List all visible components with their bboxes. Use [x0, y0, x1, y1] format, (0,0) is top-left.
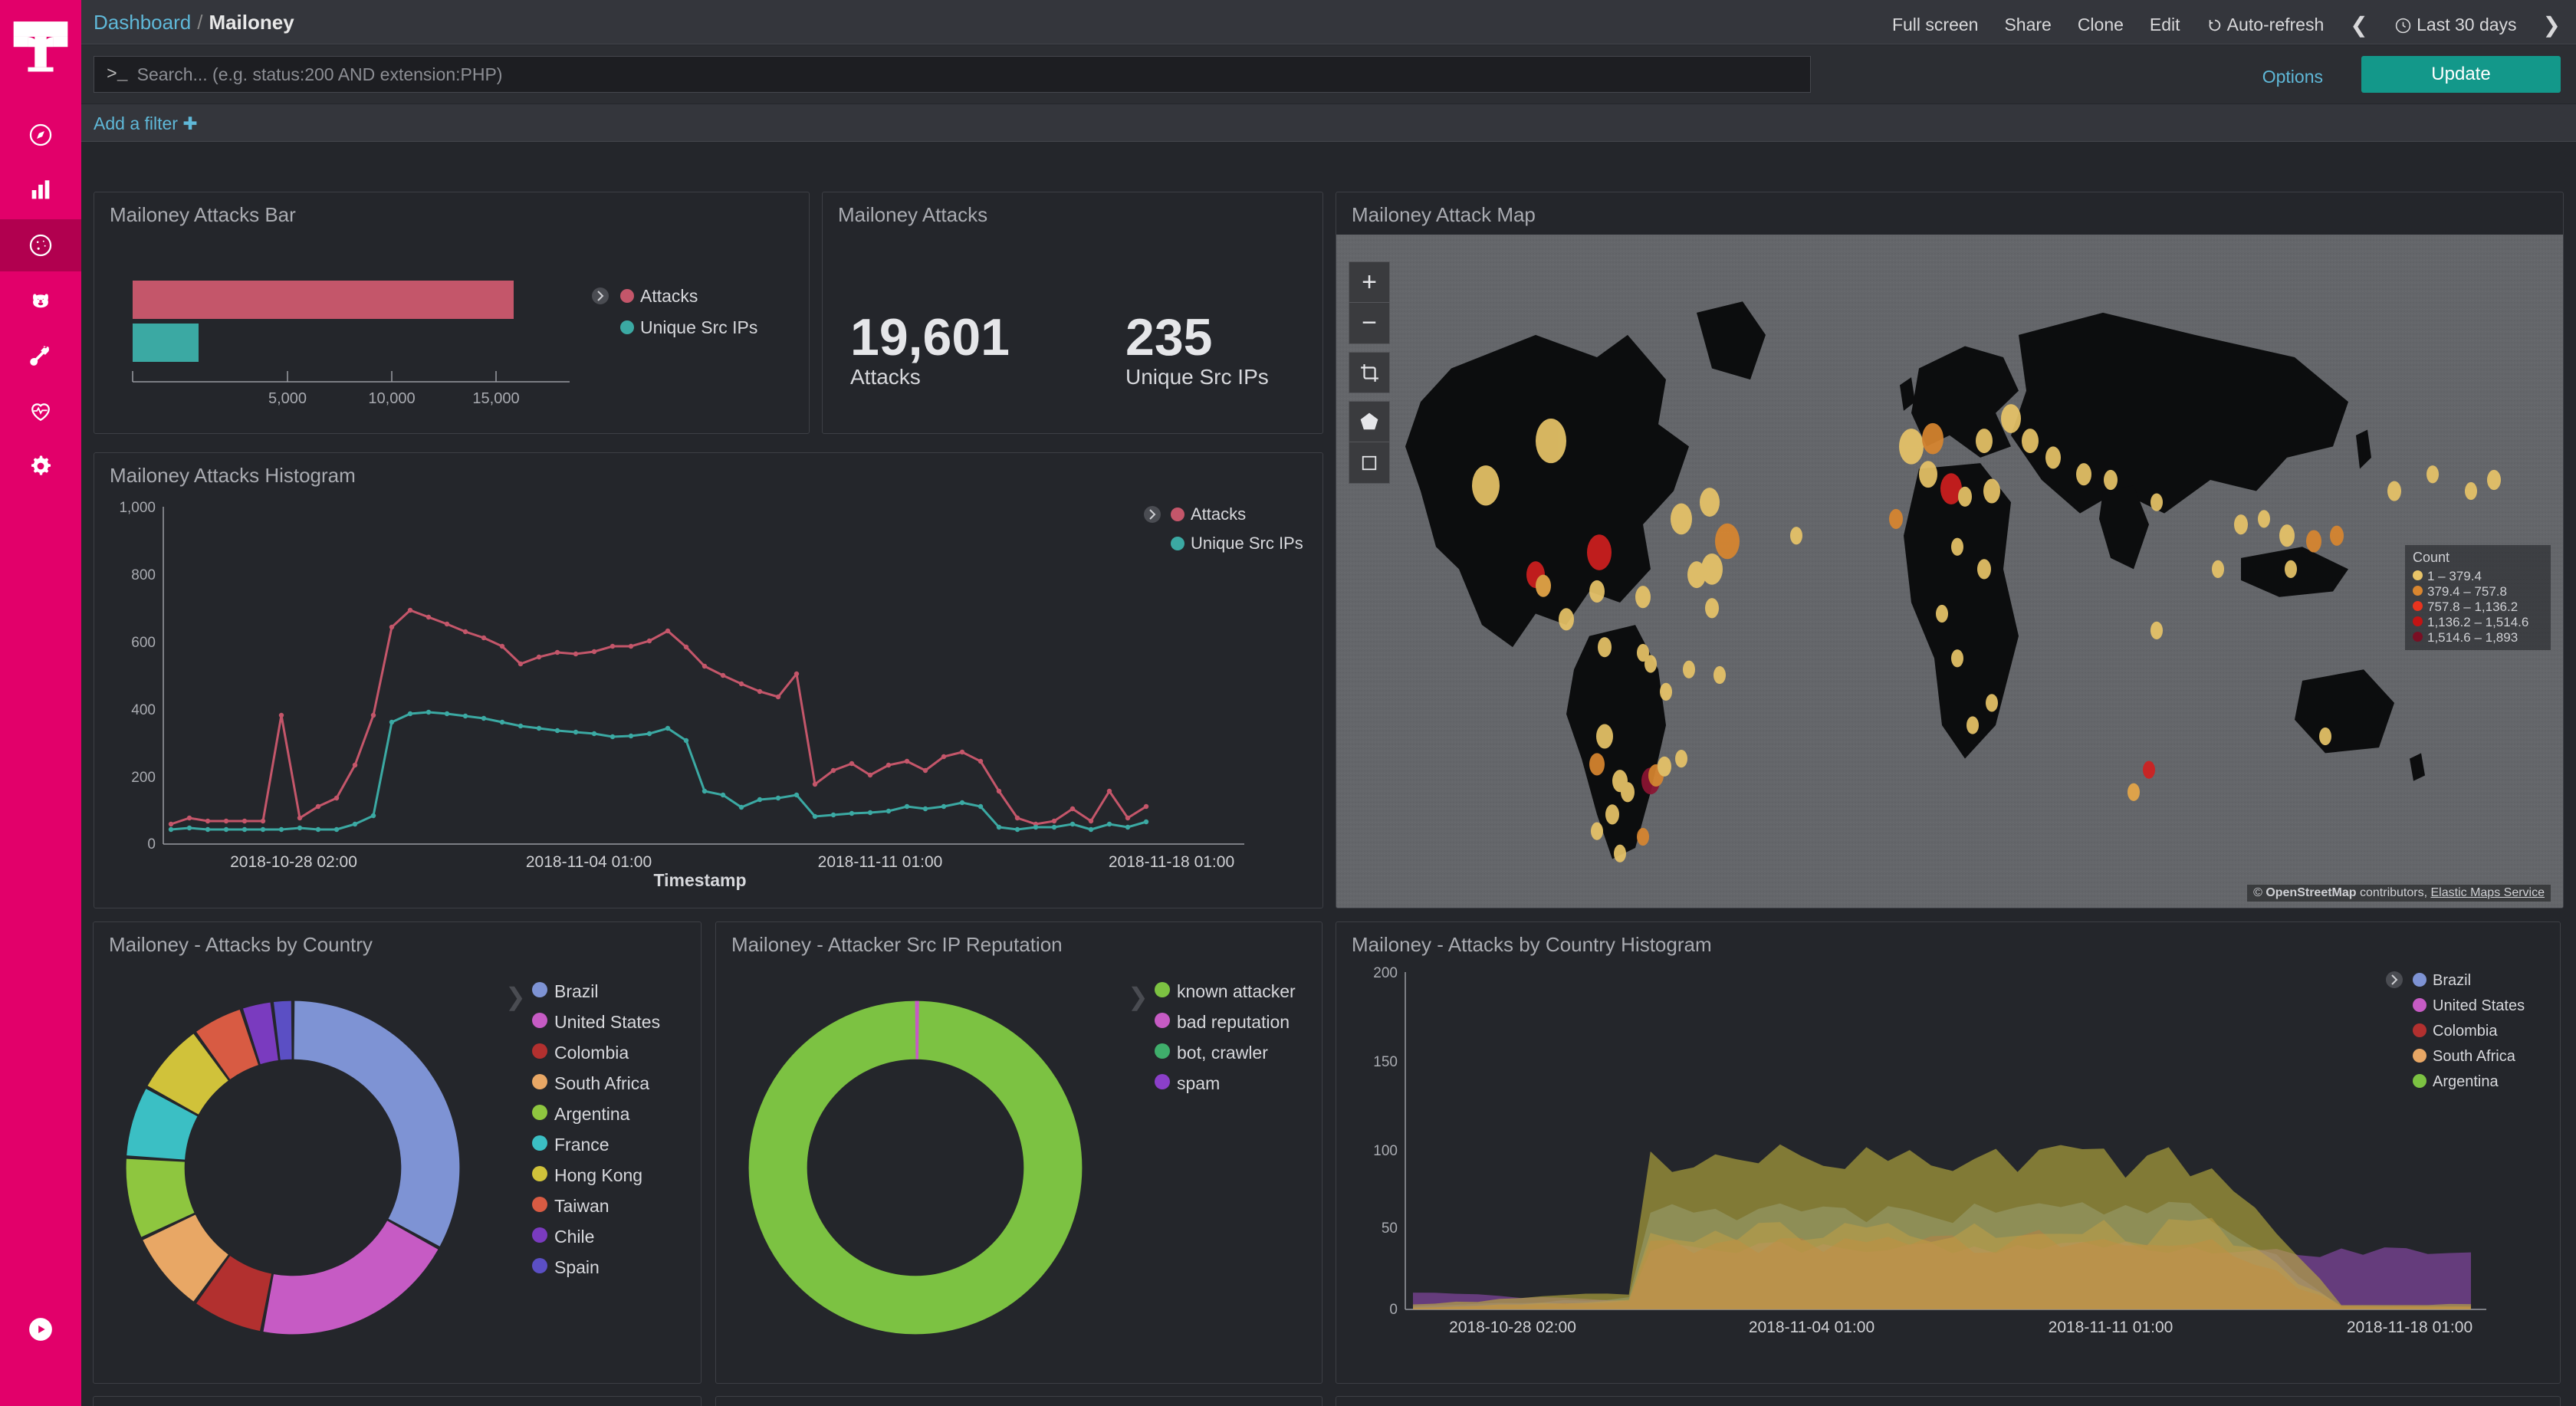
svg-text:Unique Src IPs: Unique Src IPs: [640, 317, 757, 337]
svg-text:Unique Src IPs: Unique Src IPs: [1191, 534, 1303, 553]
svg-text:United States: United States: [2433, 997, 2525, 1014]
svg-text:2018-11-04 01:00: 2018-11-04 01:00: [1749, 1319, 1875, 1336]
svg-text:200: 200: [1373, 965, 1398, 981]
svg-text:Attacks: Attacks: [1191, 504, 1246, 524]
svg-text:800: 800: [131, 567, 156, 583]
svg-text:2018-10-28 02:00: 2018-10-28 02:00: [1449, 1319, 1576, 1336]
svg-text:10,000: 10,000: [368, 390, 415, 407]
svg-text:15,000: 15,000: [472, 390, 519, 407]
svg-text:2018-11-11 01:00: 2018-11-11 01:00: [818, 853, 943, 871]
svg-text:100: 100: [1373, 1143, 1398, 1159]
svg-text:50: 50: [1382, 1220, 1398, 1237]
svg-text:0: 0: [1389, 1302, 1398, 1318]
svg-text:200: 200: [131, 770, 156, 786]
svg-text:150: 150: [1373, 1054, 1398, 1070]
svg-text:2018-11-18 01:00: 2018-11-18 01:00: [1109, 853, 1234, 871]
svg-text:400: 400: [131, 702, 156, 718]
svg-text:Colombia: Colombia: [2433, 1023, 2498, 1040]
svg-text:Timestamp: Timestamp: [653, 870, 746, 890]
svg-text:Argentina: Argentina: [2433, 1073, 2499, 1090]
svg-text:600: 600: [131, 635, 156, 651]
svg-text:2018-11-18 01:00: 2018-11-18 01:00: [2347, 1319, 2472, 1336]
svg-text:Attacks: Attacks: [640, 286, 698, 306]
svg-text:2018-11-11 01:00: 2018-11-11 01:00: [2049, 1319, 2174, 1336]
svg-text:2018-10-28 02:00: 2018-10-28 02:00: [230, 853, 357, 871]
svg-text:Brazil: Brazil: [2433, 972, 2471, 989]
svg-text:0: 0: [147, 836, 156, 852]
svg-text:2018-11-04 01:00: 2018-11-04 01:00: [526, 853, 652, 871]
svg-text:South Africa: South Africa: [2433, 1048, 2516, 1065]
svg-text:5,000: 5,000: [268, 390, 307, 407]
svg-text:1,000: 1,000: [119, 500, 156, 516]
